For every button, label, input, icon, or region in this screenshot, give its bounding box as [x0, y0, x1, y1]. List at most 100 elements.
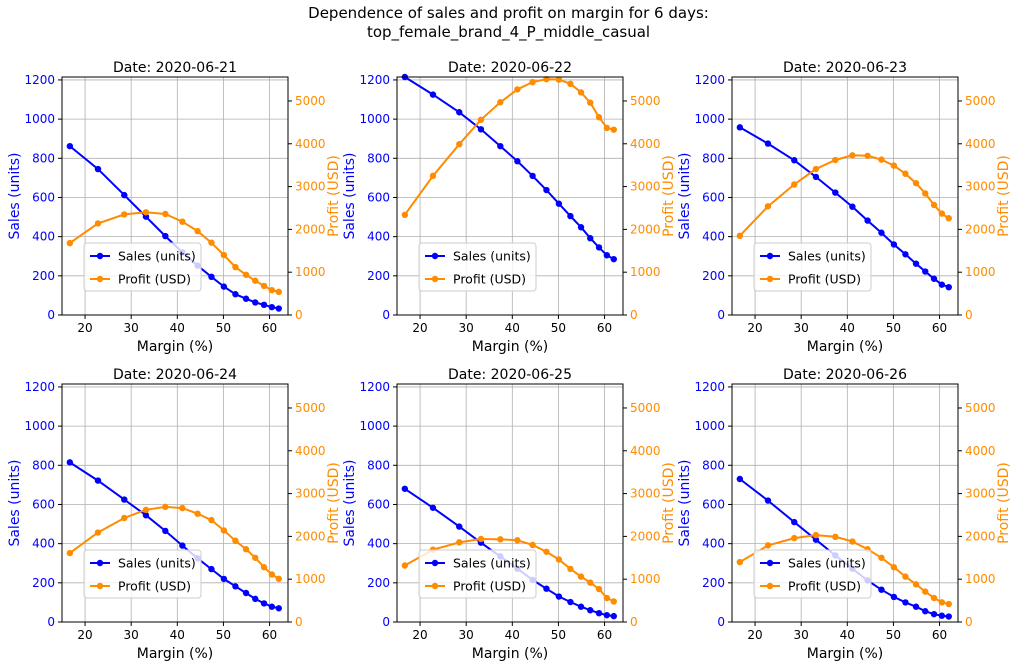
legend-profit-marker: [431, 275, 439, 283]
y-tick-label: 200: [367, 576, 390, 590]
sales-data-point: [812, 536, 820, 543]
sales-data-point: [543, 186, 550, 194]
sales-data-point: [142, 213, 150, 220]
sales-data-point: [902, 599, 909, 606]
sales-data-point: [812, 173, 820, 181]
y-tick-label: 200: [702, 576, 725, 590]
sales-data-point: [555, 200, 563, 207]
y-tick-label: 800: [367, 151, 390, 165]
x-axis-label: Margin (%): [807, 339, 884, 355]
sales-data-point: [567, 212, 574, 220]
profit-data-point: [179, 504, 186, 512]
legend-profit-label: Profit (USD): [453, 579, 526, 594]
y-tick-label: 1200: [694, 73, 725, 87]
profit-data-point: [456, 539, 463, 546]
sales-data-point: [890, 241, 898, 248]
y2-tick-label: 2000: [630, 222, 661, 236]
sales-data-point: [514, 158, 521, 165]
sales-data-point: [922, 268, 929, 275]
profit-data-point: [208, 239, 215, 246]
legend-sales-label: Sales (units): [453, 249, 531, 264]
sales-data-point: [232, 583, 239, 590]
profit-data-point: [912, 581, 920, 588]
sales-data-point: [121, 496, 128, 503]
legend-sales-label: Sales (units): [453, 556, 531, 571]
legend-profit-marker: [431, 582, 439, 590]
profit-data-point: [587, 99, 594, 106]
profit-series-line: [739, 154, 950, 237]
y2-tick-label: 3000: [965, 180, 996, 194]
y-tick-label: 800: [367, 458, 390, 472]
plot-frame: [731, 76, 959, 316]
profit-data-point: [930, 201, 938, 209]
sales-data-point: [268, 303, 276, 311]
sales-data-point: [260, 301, 268, 309]
y-tick-label: 1200: [694, 380, 725, 394]
x-tick-label: 60: [262, 321, 277, 335]
sales-series-line: [404, 76, 615, 261]
y-tick-label: 0: [717, 308, 725, 322]
sales-data-point: [938, 281, 946, 288]
x-tick-label: 50: [886, 628, 901, 642]
y2-tick-label: 4000: [630, 137, 661, 151]
sales-data-point: [878, 586, 885, 593]
y2-tick-label: 4000: [630, 444, 661, 458]
sales-data-point: [736, 475, 744, 483]
sales-data-point: [912, 603, 920, 610]
profit-data-point: [94, 220, 102, 227]
plot-frame: [731, 383, 959, 623]
sales-data-point: [529, 172, 536, 180]
profit-data-point: [401, 562, 409, 569]
legend-profit-marker: [766, 582, 774, 590]
x-tick-label: 30: [459, 321, 474, 335]
sales-data-point: [275, 605, 282, 612]
y2-axis-label: Profit (USD): [996, 462, 1012, 544]
figure-title-line-1: Dependence of sales and profit on margin…: [308, 4, 709, 22]
chart-panel-5: 20 30 40 50 60020040060080010001200010002000…: [342, 367, 677, 662]
profit-data-point: [232, 537, 239, 544]
sales-data-point: [587, 235, 594, 242]
sales-data-point: [543, 585, 550, 592]
profit-data-point: [121, 514, 128, 522]
profit-data-point: [514, 86, 521, 93]
y2-tick-label: 5000: [295, 94, 326, 108]
profit-data-point: [595, 114, 603, 121]
profit-data-point: [603, 124, 611, 132]
y2-axis-label: Profit (USD): [661, 462, 677, 544]
subplot-title: Date: 2020-06-21: [113, 60, 237, 76]
y2-tick-label: 0: [295, 308, 303, 322]
x-tick-label: 60: [932, 628, 947, 642]
y-tick-label: 600: [32, 190, 55, 204]
y-tick-label: 400: [367, 230, 390, 244]
sales-data-point: [497, 142, 504, 150]
sales-data-point: [849, 203, 856, 210]
y2-tick-label: 4000: [295, 137, 326, 151]
y2-axis-label: Profit (USD): [326, 155, 342, 237]
x-tick-label: 20: [412, 628, 427, 642]
y-tick-label: 1200: [24, 380, 55, 394]
sales-data-point: [208, 565, 215, 573]
y2-axis-label: Profit (USD): [661, 155, 677, 237]
sales-data-point: [220, 283, 228, 290]
profit-data-point: [242, 271, 250, 278]
legend-sales-marker: [431, 559, 439, 567]
x-tick-label: 60: [932, 321, 947, 335]
y2-tick-label: 5000: [630, 401, 661, 415]
sales-data-point: [456, 109, 463, 116]
y-axis-label: Sales (units): [342, 152, 358, 239]
profit-data-point: [162, 210, 169, 218]
y-tick-label: 400: [702, 537, 725, 551]
legend-profit-marker: [96, 582, 104, 590]
profit-data-point: [260, 564, 268, 571]
legend-sales-marker: [766, 252, 774, 260]
y-tick-label: 0: [717, 615, 725, 629]
sales-data-point: [832, 189, 839, 196]
sales-data-point: [477, 126, 485, 133]
x-axis-label: Margin (%): [137, 646, 214, 662]
y2-tick-label: 2000: [965, 529, 996, 543]
profit-data-point: [938, 599, 946, 606]
profit-data-point: [456, 141, 463, 148]
x-tick-label: 60: [597, 321, 612, 335]
y-tick-label: 0: [382, 308, 390, 322]
